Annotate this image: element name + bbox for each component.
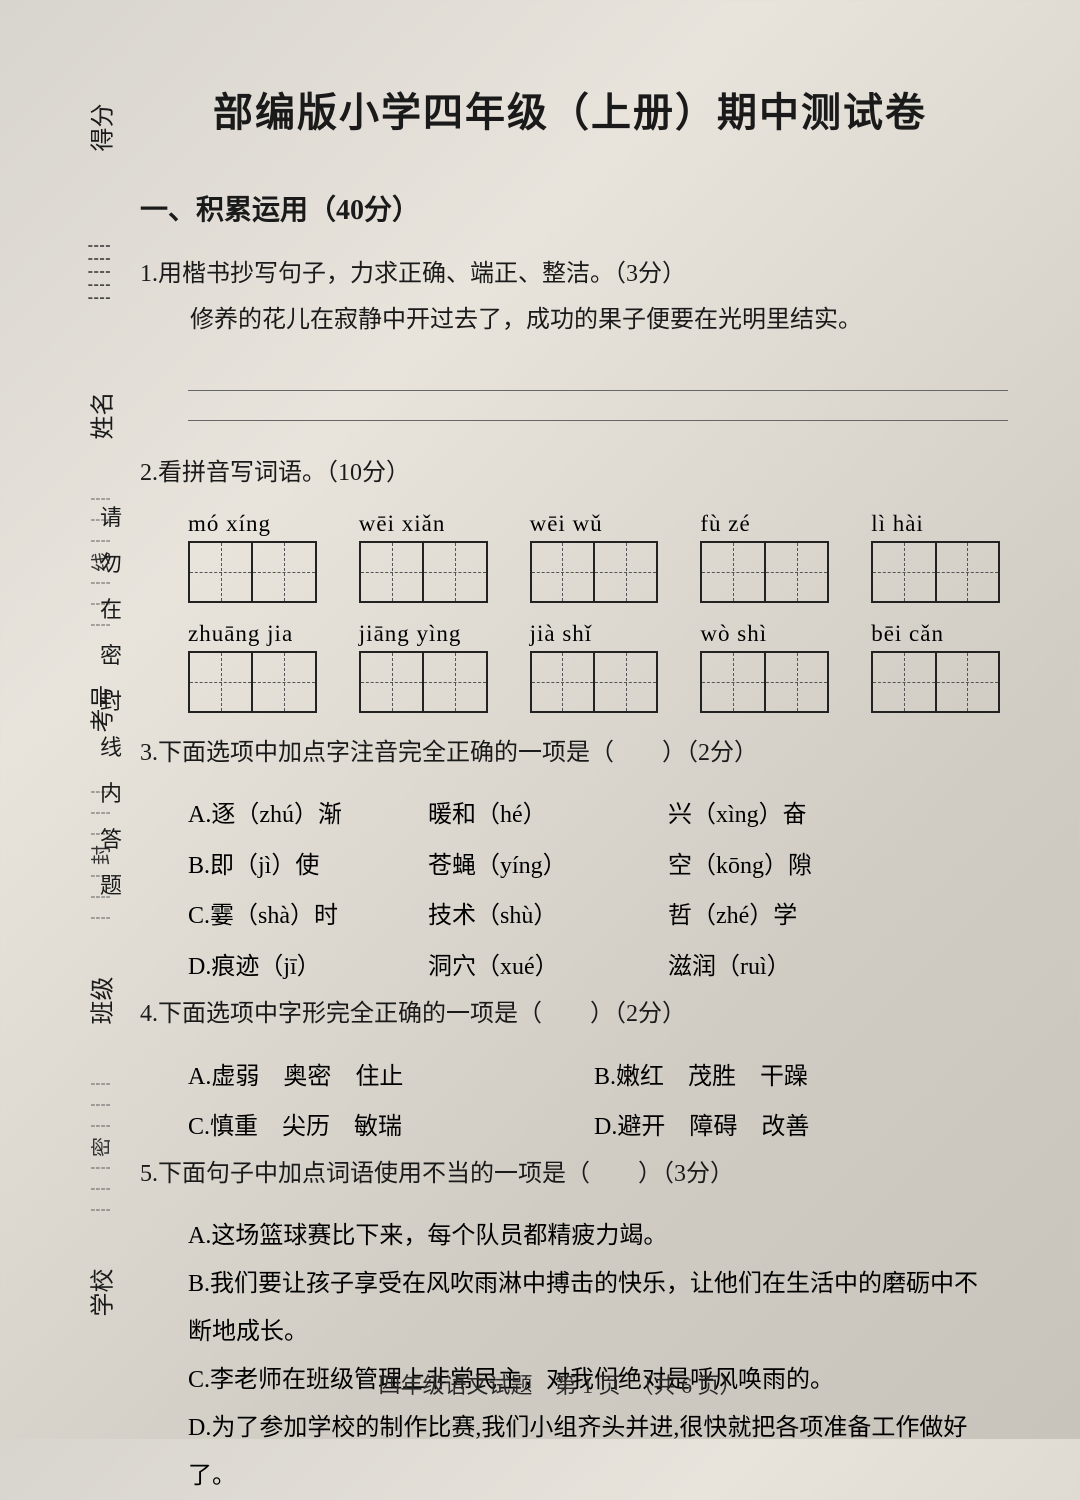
section-1-header: 一、积累运用（40分） xyxy=(140,188,1000,228)
mc-text: 空（kōng）隙 xyxy=(668,841,868,891)
q1-prompt: 1.用楷书抄写句子，力求正确、端正、整洁。（3分） xyxy=(140,252,1000,298)
char-box-pair[interactable] xyxy=(188,541,317,603)
q1-sentence: 修养的花儿在寂静中开过去了，成功的果子便要在光明里结实。 xyxy=(140,298,1000,344)
pinyin: mó xíng xyxy=(188,511,317,537)
char-box-pair[interactable] xyxy=(700,541,829,603)
q3-option-b: B.即（jì）使 苍蝇（yíng） 空（kōng）隙 xyxy=(188,841,1000,891)
mc-text: 暖和（hé） xyxy=(428,790,628,840)
mc-text: 苍蝇（yíng） xyxy=(428,841,628,891)
q4-prompt: 4.下面选项中字形完全正确的一项是（ ）（2分） xyxy=(140,992,1000,1038)
pinyin: lì hài xyxy=(871,511,1000,537)
q5-prompt: 5.下面句子中加点词语使用不当的一项是（ ）（3分） xyxy=(140,1152,1000,1198)
mc-text: 滋润（ruì） xyxy=(668,942,868,992)
pinyin: wēi xiǎn xyxy=(359,511,488,537)
mc-text: C.霎（shà）时 xyxy=(188,891,388,941)
q3-option-d: D.痕迹（jī） 洞穴（xué） 滋润（ruì） xyxy=(188,942,1000,992)
pinyin-row-1: mó xíng wēi xiǎn wēi wǔ fù zé lì hài xyxy=(188,511,1000,537)
pinyin: wò shì xyxy=(700,621,829,647)
char-boxes-row-1 xyxy=(188,541,1000,603)
mc-text: D.避开 障碍 改善 xyxy=(594,1102,1000,1152)
exam-paper: 部编版小学四年级（上册）期中测试卷 一、积累运用（40分） 1.用楷书抄写句子，… xyxy=(80,40,1040,1420)
q4-row-2: C.慎重 尖历 敏瑞 D.避开 障碍 改善 xyxy=(188,1102,1000,1152)
char-box-pair[interactable] xyxy=(359,651,488,713)
pinyin: fù zé xyxy=(700,511,829,537)
char-box-pair[interactable] xyxy=(700,651,829,713)
pinyin: bēi cǎn xyxy=(871,621,1000,647)
q3-option-a: A.逐（zhú）渐 暖和（hé） 兴（xìng）奋 xyxy=(188,790,1000,840)
q2-prompt: 2.看拼音写词语。（10分） xyxy=(140,451,1000,497)
pinyin: jiāng yìng xyxy=(359,621,488,647)
mc-text: 兴（xìng）奋 xyxy=(668,790,868,840)
exam-title: 部编版小学四年级（上册）期中测试卷 xyxy=(140,80,1000,138)
mc-text: 技术（shù） xyxy=(428,891,628,941)
char-box-pair[interactable] xyxy=(871,541,1000,603)
mc-text: 哲（zhé）学 xyxy=(668,891,868,941)
char-box-pair[interactable] xyxy=(530,541,659,603)
char-box-pair[interactable] xyxy=(530,651,659,713)
mc-text: 洞穴（xué） xyxy=(428,942,628,992)
pinyin: wēi wǔ xyxy=(530,511,659,537)
q4-row-1: A.虚弱 奥密 住止 B.嫩红 茂胜 干躁 xyxy=(188,1052,1000,1102)
q3-prompt: 3.下面选项中加点字注音完全正确的一项是（ ）（2分） xyxy=(140,731,1000,777)
page-footer: 四年级语文试题 第 1 页 （共 6 页） xyxy=(80,1368,1040,1400)
writing-line[interactable] xyxy=(188,391,1008,421)
mc-text: A.虚弱 奥密 住止 xyxy=(188,1052,594,1102)
char-box-pair[interactable] xyxy=(871,651,1000,713)
q5-option-d: D.为了参加学校的制作比赛,我们小组齐头并进,很快就把各项准备工作做好了。 xyxy=(188,1404,1000,1500)
char-box-pair[interactable] xyxy=(188,651,317,713)
char-box-pair[interactable] xyxy=(359,541,488,603)
mc-text: A.逐（zhú）渐 xyxy=(188,790,388,840)
q5-option-a: A.这场篮球赛比下来，每个队员都精疲力竭。 xyxy=(188,1212,1000,1260)
pinyin-row-2: zhuāng jia jiāng yìng jià shǐ wò shì bēi… xyxy=(188,621,1000,647)
mc-text: B.即（jì）使 xyxy=(188,841,388,891)
mc-text: D.痕迹（jī） xyxy=(188,942,388,992)
mc-text: B.嫩红 茂胜 干躁 xyxy=(594,1052,1000,1102)
q5-option-b: B.我们要让孩子享受在风吹雨淋中搏击的快乐，让他们在生活中的磨砺中不断地成长。 xyxy=(188,1260,1000,1356)
q3-option-c: C.霎（shà）时 技术（shù） 哲（zhé）学 xyxy=(188,891,1000,941)
writing-line[interactable] xyxy=(188,361,1008,391)
mc-text: C.慎重 尖历 敏瑞 xyxy=(188,1102,594,1152)
handwriting-area[interactable] xyxy=(188,361,1008,421)
pinyin: jià shǐ xyxy=(530,621,659,647)
char-boxes-row-2 xyxy=(188,651,1000,713)
pinyin: zhuāng jia xyxy=(188,621,317,647)
question-1: 1.用楷书抄写句子，力求正确、端正、整洁。（3分） 修养的花儿在寂静中开过去了，… xyxy=(140,252,1000,343)
